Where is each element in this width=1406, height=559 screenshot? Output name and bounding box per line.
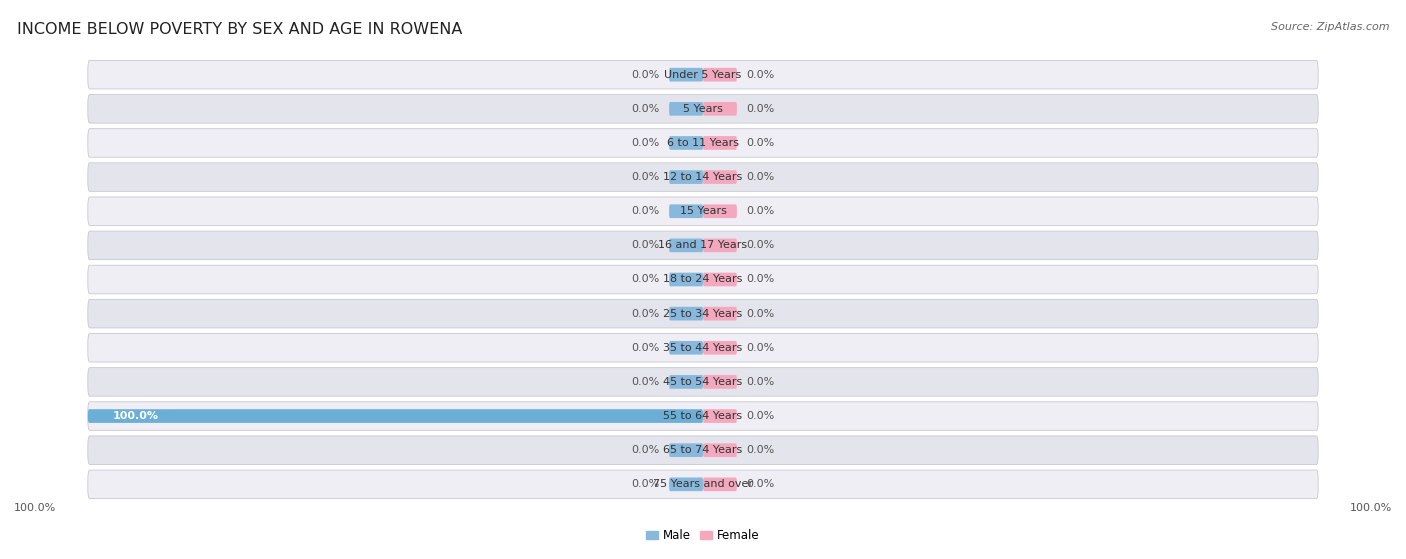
FancyBboxPatch shape (87, 402, 1319, 430)
Text: 100.0%: 100.0% (14, 503, 56, 513)
FancyBboxPatch shape (669, 170, 703, 184)
Text: 0.0%: 0.0% (747, 445, 775, 455)
Text: 0.0%: 0.0% (631, 377, 659, 387)
Text: 6 to 11 Years: 6 to 11 Years (666, 138, 740, 148)
FancyBboxPatch shape (669, 136, 703, 150)
FancyBboxPatch shape (703, 136, 737, 150)
FancyBboxPatch shape (669, 205, 703, 218)
FancyBboxPatch shape (669, 68, 703, 82)
FancyBboxPatch shape (87, 231, 1319, 259)
Text: 15 Years: 15 Years (679, 206, 727, 216)
Text: 100.0%: 100.0% (1350, 503, 1392, 513)
Text: 12 to 14 Years: 12 to 14 Years (664, 172, 742, 182)
FancyBboxPatch shape (87, 60, 1319, 89)
Text: 18 to 24 Years: 18 to 24 Years (664, 274, 742, 285)
FancyBboxPatch shape (703, 341, 737, 354)
Text: 0.0%: 0.0% (747, 104, 775, 114)
Text: 0.0%: 0.0% (631, 274, 659, 285)
FancyBboxPatch shape (669, 307, 703, 320)
Text: 55 to 64 Years: 55 to 64 Years (664, 411, 742, 421)
FancyBboxPatch shape (703, 307, 737, 320)
Text: 0.0%: 0.0% (747, 70, 775, 80)
FancyBboxPatch shape (87, 265, 1319, 294)
Text: 75 Years and over: 75 Years and over (652, 479, 754, 489)
Text: 16 and 17 Years: 16 and 17 Years (658, 240, 748, 250)
Text: 0.0%: 0.0% (747, 309, 775, 319)
FancyBboxPatch shape (87, 300, 1319, 328)
Text: 0.0%: 0.0% (747, 240, 775, 250)
FancyBboxPatch shape (703, 477, 737, 491)
FancyBboxPatch shape (703, 239, 737, 252)
FancyBboxPatch shape (703, 443, 737, 457)
FancyBboxPatch shape (87, 409, 703, 423)
Text: 45 to 54 Years: 45 to 54 Years (664, 377, 742, 387)
FancyBboxPatch shape (669, 239, 703, 252)
Text: 25 to 34 Years: 25 to 34 Years (664, 309, 742, 319)
FancyBboxPatch shape (703, 273, 737, 286)
FancyBboxPatch shape (703, 68, 737, 82)
Text: 35 to 44 Years: 35 to 44 Years (664, 343, 742, 353)
Text: 0.0%: 0.0% (747, 274, 775, 285)
Text: 0.0%: 0.0% (747, 343, 775, 353)
FancyBboxPatch shape (87, 436, 1319, 465)
FancyBboxPatch shape (703, 170, 737, 184)
FancyBboxPatch shape (87, 470, 1319, 499)
Text: 0.0%: 0.0% (747, 411, 775, 421)
Text: 0.0%: 0.0% (747, 138, 775, 148)
Text: 0.0%: 0.0% (631, 172, 659, 182)
FancyBboxPatch shape (703, 205, 737, 218)
Text: 100.0%: 100.0% (112, 411, 159, 421)
FancyBboxPatch shape (669, 375, 703, 389)
Text: 0.0%: 0.0% (631, 479, 659, 489)
FancyBboxPatch shape (669, 443, 703, 457)
Text: 5 Years: 5 Years (683, 104, 723, 114)
Text: 0.0%: 0.0% (747, 172, 775, 182)
Text: 0.0%: 0.0% (631, 70, 659, 80)
Text: 0.0%: 0.0% (747, 479, 775, 489)
Text: 0.0%: 0.0% (747, 206, 775, 216)
Text: 0.0%: 0.0% (631, 445, 659, 455)
Text: 0.0%: 0.0% (631, 240, 659, 250)
FancyBboxPatch shape (703, 375, 737, 389)
Text: 0.0%: 0.0% (631, 138, 659, 148)
Text: 0.0%: 0.0% (631, 104, 659, 114)
Text: 0.0%: 0.0% (631, 309, 659, 319)
FancyBboxPatch shape (87, 368, 1319, 396)
Text: INCOME BELOW POVERTY BY SEX AND AGE IN ROWENA: INCOME BELOW POVERTY BY SEX AND AGE IN R… (17, 22, 463, 37)
FancyBboxPatch shape (87, 94, 1319, 123)
FancyBboxPatch shape (87, 334, 1319, 362)
Legend: Male, Female: Male, Female (647, 529, 759, 542)
FancyBboxPatch shape (703, 102, 737, 116)
FancyBboxPatch shape (669, 341, 703, 354)
FancyBboxPatch shape (703, 409, 737, 423)
FancyBboxPatch shape (87, 129, 1319, 157)
Text: 65 to 74 Years: 65 to 74 Years (664, 445, 742, 455)
Text: Source: ZipAtlas.com: Source: ZipAtlas.com (1271, 22, 1389, 32)
FancyBboxPatch shape (669, 273, 703, 286)
FancyBboxPatch shape (669, 102, 703, 116)
FancyBboxPatch shape (87, 163, 1319, 191)
Text: 0.0%: 0.0% (631, 343, 659, 353)
Text: 0.0%: 0.0% (747, 377, 775, 387)
Text: Under 5 Years: Under 5 Years (665, 70, 741, 80)
FancyBboxPatch shape (669, 477, 703, 491)
FancyBboxPatch shape (87, 197, 1319, 225)
Text: 0.0%: 0.0% (631, 206, 659, 216)
